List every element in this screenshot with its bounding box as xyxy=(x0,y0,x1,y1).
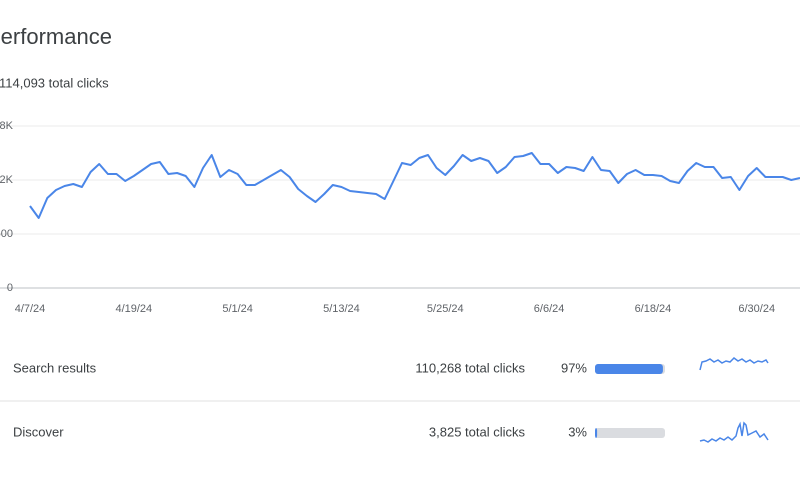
x-tick-label: 4/19/24 xyxy=(115,303,152,315)
page-title: Performance xyxy=(0,24,112,49)
row-share: 97% xyxy=(561,360,587,375)
row-clicks: 110,268 total clicks xyxy=(415,360,525,375)
row-name: Discover xyxy=(13,424,64,439)
share-bar xyxy=(595,428,598,438)
row-name: Search results xyxy=(13,360,97,375)
x-tick-label: 6/30/24 xyxy=(738,303,775,315)
sparkline xyxy=(699,357,769,371)
y-tick-label: 1.8K xyxy=(0,120,14,132)
clicks-line xyxy=(29,152,800,219)
x-tick-label: 5/1/24 xyxy=(222,303,253,315)
sparkline xyxy=(699,421,769,443)
total-clicks: 114,093 total clicks xyxy=(0,75,109,90)
row-share: 3% xyxy=(568,424,587,439)
y-tick-label: 1.2K xyxy=(0,174,14,186)
share-bar xyxy=(595,364,663,374)
x-tick-label: 5/25/24 xyxy=(427,303,464,315)
x-tick-label: 6/18/24 xyxy=(635,303,672,315)
share-track xyxy=(595,428,665,438)
x-tick-label: 4/7/24 xyxy=(15,303,46,315)
y-tick-label: 0 xyxy=(7,282,13,294)
y-tick-label: 600 xyxy=(0,228,13,240)
x-tick-label: 5/13/24 xyxy=(323,303,360,315)
row-clicks: 3,825 total clicks xyxy=(429,424,526,439)
x-tick-label: 6/6/24 xyxy=(534,303,565,315)
